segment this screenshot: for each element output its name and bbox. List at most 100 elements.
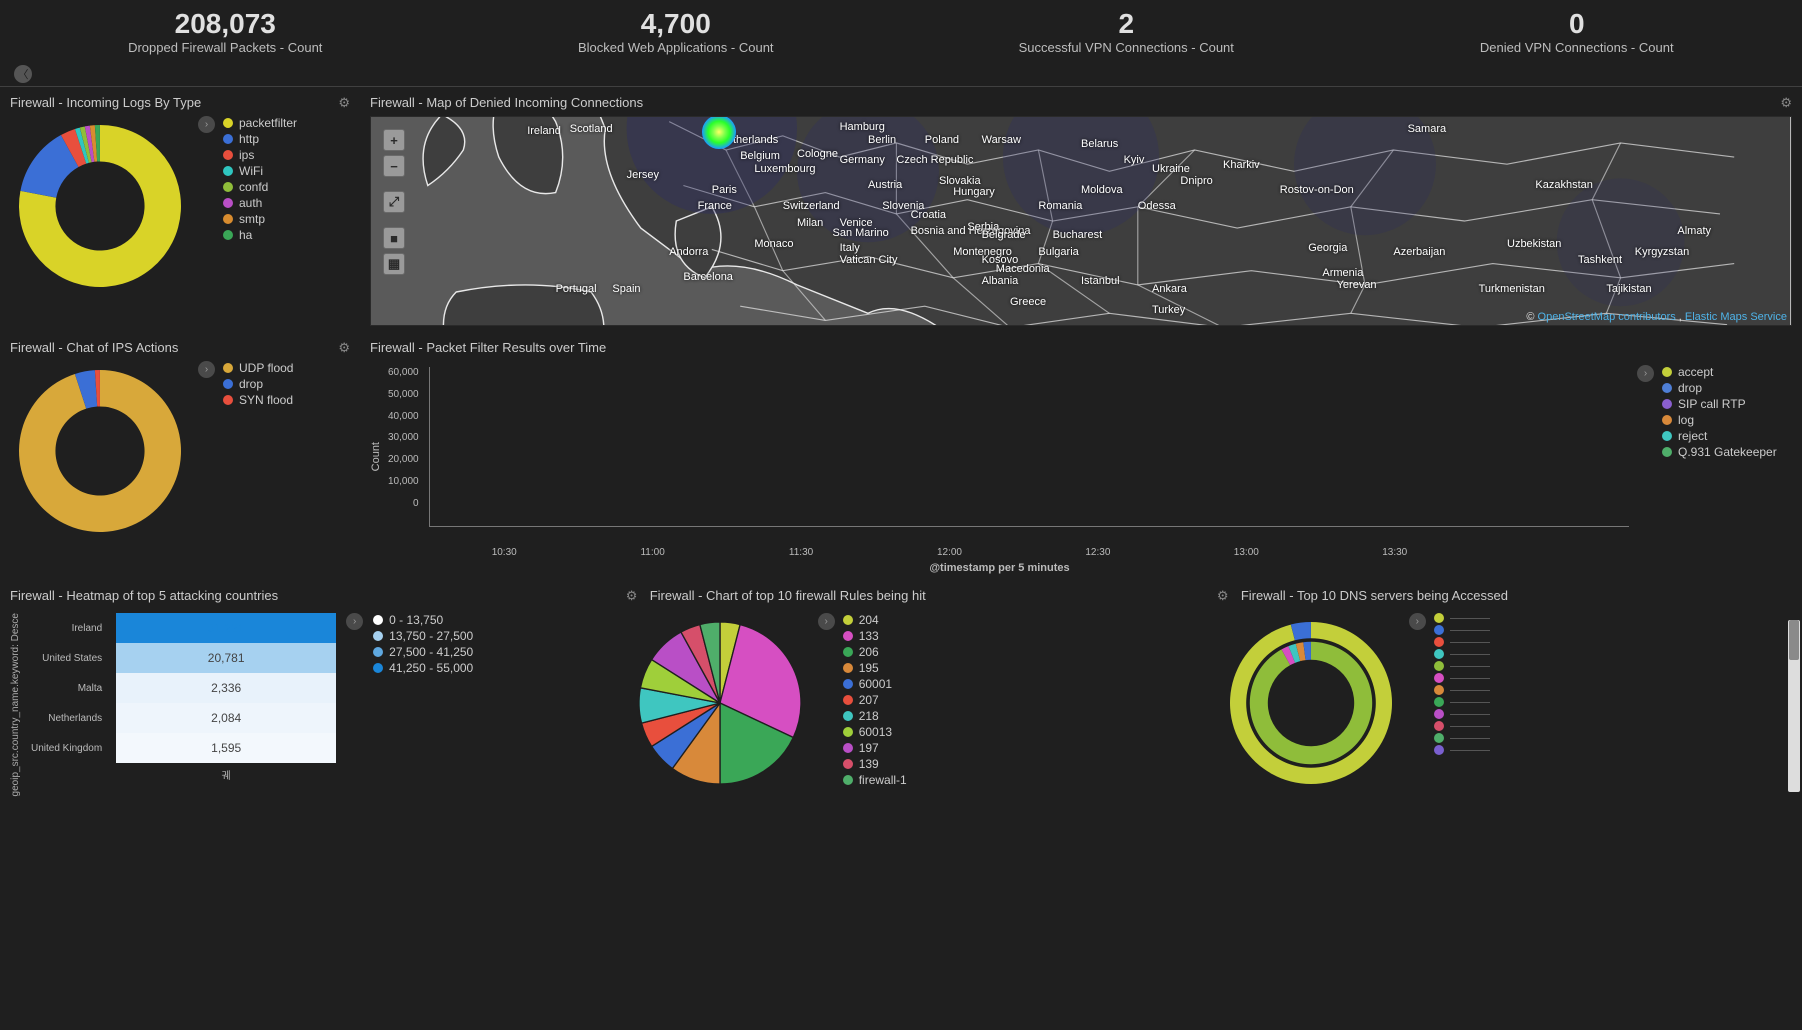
legend-line [1450,678,1490,679]
legend-label: 204 [859,613,879,627]
legend-item[interactable]: UDP flood [223,361,293,375]
legend-item[interactable]: reject [1662,429,1792,443]
legend-swatch [843,727,853,737]
legend-item[interactable] [1434,685,1490,695]
legend-item[interactable]: ips [223,148,297,162]
legend-item[interactable]: log [1662,413,1792,427]
legend-item[interactable]: firewall-1 [843,773,907,787]
gear-icon[interactable]: ⚙ [338,95,350,111]
heatmap-cell[interactable]: 51,221 [116,613,336,643]
legend-toggle-icon[interactable]: › [198,116,215,133]
legend-label: ha [239,228,252,242]
legend-item[interactable] [1434,721,1490,731]
legend-item[interactable]: 133 [843,629,907,643]
heatmap-cell[interactable]: 20,781 [116,643,336,673]
legend-item[interactable]: Q.931 Gatekeeper [1662,445,1792,459]
legend-swatch [843,743,853,753]
gear-icon[interactable]: ⚙ [1217,588,1229,604]
legend-item[interactable] [1434,733,1490,743]
heatmap-y-axis-label: geoip_src.country_name.keyword: Desce [10,613,21,796]
panel-ips-actions: Firewall - Chat of IPS Actions ⚙ › UDP f… [0,332,360,580]
legend-item[interactable] [1434,625,1490,635]
stacked-bar-plot [429,367,1629,527]
legend-item[interactable] [1434,745,1490,755]
legend-item[interactable]: 0 - 13,750 [373,613,473,627]
metric-value: 4,700 [451,10,902,38]
map-box-select-button[interactable]: ■ [383,227,405,249]
legend-toggle-icon[interactable]: › [818,613,835,630]
legend-item[interactable]: 41,250 - 55,000 [373,661,473,675]
legend-item[interactable]: 139 [843,757,907,771]
gear-icon[interactable]: ⚙ [1780,95,1792,111]
legend-item[interactable]: confd [223,180,297,194]
pie-chart-top-rules [630,613,810,793]
legend-swatch [223,230,233,240]
legend-toggle-icon[interactable]: › [1637,365,1654,382]
metric-value: 0 [1352,10,1802,38]
map-fit-button[interactable]: ⤢ [383,191,405,213]
gear-icon[interactable]: ⚙ [338,340,350,356]
map-grid-button[interactable]: ▦ [383,253,405,275]
legend-item[interactable]: drop [223,377,293,391]
legend-swatch [1434,661,1444,671]
gear-icon[interactable]: ⚙ [626,588,638,604]
heatmap-cell[interactable]: 2,336 [116,673,336,703]
legend-item[interactable]: 218 [843,709,907,723]
legend-item[interactable]: drop [1662,381,1792,395]
legend-swatch [1662,447,1672,457]
legend-toggle-icon[interactable]: › [346,613,363,630]
legend-item[interactable] [1434,661,1490,671]
legend-label: 195 [859,661,879,675]
legend-item[interactable]: 60013 [843,725,907,739]
legend-item[interactable]: SIP call RTP [1662,397,1792,411]
legend-label: SIP call RTP [1678,397,1746,411]
legend-item[interactable] [1434,649,1490,659]
legend-swatch [1434,673,1444,683]
legend-item[interactable]: packetfilter [223,116,297,130]
legend-item[interactable]: WiFi [223,164,297,178]
legend-item[interactable]: 197 [843,741,907,755]
legend-toggle-icon[interactable]: › [1409,613,1426,630]
legend-swatch [1434,649,1444,659]
legend-item[interactable]: SYN flood [223,393,293,407]
map-attrib-link-elastic[interactable]: Elastic Maps Service [1685,311,1787,323]
legend-item[interactable]: 207 [843,693,907,707]
heatmap-cell[interactable]: 1,595 [116,733,336,763]
double-donut-top-dns [1221,613,1401,793]
legend-swatch [373,663,383,673]
legend-item[interactable] [1434,637,1490,647]
legend-item[interactable]: http [223,132,297,146]
map-attrib-link-osm[interactable]: OpenStreetMap contributors [1538,311,1676,323]
legend-item[interactable]: 13,750 - 27,500 [373,629,473,643]
panel-title: Firewall - Packet Filter Results over Ti… [370,340,1792,355]
legend-item[interactable] [1434,709,1490,719]
legend-item[interactable] [1434,673,1490,683]
legend-swatch [373,647,383,657]
legend-top-rules: 204 133 206 195 60001 207 218 60013 197 139 firewa… [843,613,907,787]
legend-item[interactable] [1434,613,1490,623]
legend-item[interactable]: 206 [843,645,907,659]
heatmap-cells: 51,22120,7812,3362,0841,595 [116,613,336,763]
legend-item[interactable] [1434,697,1490,707]
legend-label: log [1678,413,1694,427]
legend-item[interactable]: smtp [223,212,297,226]
legend-item[interactable]: auth [223,196,297,210]
legend-item[interactable]: 27,500 - 41,250 [373,645,473,659]
legend-item[interactable]: 60001 [843,677,907,691]
legend-item[interactable]: 204 [843,613,907,627]
map-denied-connections[interactable]: + − ⤢ ■ ▦ © OpenStreetMap contributors ,… [370,116,1792,326]
map-zoom-out-button[interactable]: − [383,155,405,177]
legend-item[interactable]: 195 [843,661,907,675]
legend-toggle-icon[interactable]: › [198,361,215,378]
heatmap-cell[interactable]: 2,084 [116,703,336,733]
legend-swatch [373,631,383,641]
legend-swatch [1662,399,1672,409]
collapse-toggle-icon[interactable]: 〈 [14,65,32,83]
legend-label: 218 [859,709,879,723]
scrollbar-thumb[interactable] [1789,620,1799,660]
legend-item[interactable]: ha [223,228,297,242]
scrollbar-track[interactable] [1788,620,1800,792]
map-zoom-in-button[interactable]: + [383,129,405,151]
legend-item[interactable]: accept [1662,365,1792,379]
panel-packet-filter: Firewall - Packet Filter Results over Ti… [360,332,1802,580]
